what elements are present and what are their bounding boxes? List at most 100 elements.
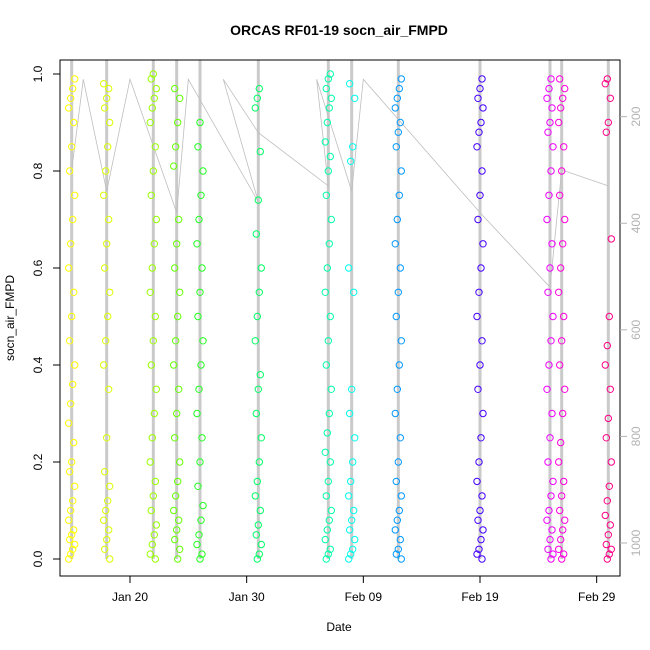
- y-tick-label: 0.8: [31, 162, 45, 179]
- data-point: [67, 94, 75, 103]
- data-point: [607, 545, 615, 553]
- data-point: [601, 511, 609, 520]
- data-point: [479, 240, 487, 248]
- series-rf03: [146, 70, 161, 563]
- data-point: [196, 458, 204, 466]
- data-point: [323, 118, 331, 127]
- data-point: [324, 550, 332, 558]
- data-point: [103, 240, 111, 248]
- data-point: [605, 312, 613, 321]
- data-point: [175, 215, 183, 224]
- data-point: [393, 94, 401, 103]
- series-rf04: [170, 84, 184, 563]
- data-point: [150, 240, 159, 248]
- data-point: [68, 312, 76, 321]
- data-point: [65, 264, 73, 272]
- data-point: [172, 492, 180, 500]
- data-point: [350, 506, 358, 515]
- y-tick-label: 0.6: [31, 259, 45, 276]
- data-point: [255, 84, 263, 93]
- data-point: [146, 288, 155, 296]
- data-point: [392, 477, 400, 486]
- data-point: [253, 555, 261, 563]
- data-point: [322, 492, 330, 500]
- data-point: [106, 288, 114, 296]
- data-point: [392, 312, 400, 321]
- data-point: [395, 191, 403, 200]
- data-point: [473, 312, 481, 321]
- data-point: [257, 434, 265, 442]
- data-point: [103, 434, 111, 442]
- data-point: [176, 94, 184, 103]
- chart-title: ORCAS RF01-19 socn_air_FMPD: [230, 22, 448, 38]
- data-point: [561, 215, 569, 224]
- data-point: [151, 312, 160, 321]
- data-point: [561, 84, 569, 93]
- data-point: [601, 80, 609, 88]
- data-point: [547, 555, 555, 563]
- data-point: [323, 526, 331, 534]
- data-point: [101, 468, 109, 476]
- series-rf12: [555, 75, 569, 563]
- data-point: [70, 438, 78, 447]
- data-point: [67, 506, 75, 515]
- data-point: [194, 482, 202, 490]
- data-point: [146, 458, 155, 466]
- data-point: [479, 526, 487, 534]
- data-point: [170, 506, 178, 515]
- data-point: [324, 337, 332, 345]
- series-rf11: [543, 75, 557, 563]
- data-point: [69, 497, 77, 505]
- data-point: [543, 215, 551, 224]
- data-point: [104, 497, 112, 505]
- data-point: [251, 492, 260, 500]
- data-point: [351, 94, 359, 103]
- data-point: [543, 94, 551, 103]
- data-point: [397, 492, 405, 500]
- data-point: [196, 555, 204, 563]
- data-point: [607, 458, 615, 466]
- data-point: [150, 94, 159, 103]
- data-point: [70, 526, 78, 534]
- data-point: [176, 458, 184, 466]
- data-point: [149, 337, 158, 345]
- right-tick-label: 400: [629, 213, 643, 233]
- data-point: [326, 545, 334, 553]
- x-tick-label: Feb 19: [461, 590, 499, 604]
- data-point: [69, 84, 77, 93]
- data-point: [555, 288, 563, 296]
- data-point: [391, 240, 399, 248]
- data-point: [324, 167, 332, 175]
- data-point: [198, 550, 206, 558]
- data-point: [252, 409, 260, 418]
- data-point: [393, 385, 401, 393]
- data-point: [561, 385, 569, 393]
- data-point: [255, 458, 263, 466]
- data-point: [71, 540, 79, 549]
- series-rf02: [100, 80, 114, 563]
- data-point: [194, 312, 202, 321]
- data-point: [254, 385, 262, 393]
- data-point: [346, 409, 354, 418]
- data-point: [102, 337, 110, 345]
- data-point: [324, 75, 332, 83]
- series-rf13: [601, 75, 615, 563]
- y-tick-label: 1.0: [31, 65, 45, 82]
- data-point: [321, 288, 329, 296]
- data-point: [474, 215, 482, 224]
- data-point: [396, 434, 404, 442]
- data-point: [256, 506, 264, 515]
- data-point: [67, 240, 75, 248]
- data-point: [173, 526, 181, 534]
- y-tick-label: 0.4: [31, 356, 45, 373]
- data-point: [351, 535, 359, 544]
- data-point: [256, 147, 264, 156]
- data-point: [392, 143, 400, 151]
- data-point: [254, 196, 262, 204]
- data-point: [148, 540, 157, 549]
- data-point: [71, 75, 79, 83]
- data-point: [176, 288, 184, 296]
- data-point: [100, 191, 108, 200]
- data-point: [396, 264, 404, 272]
- data-point: [547, 75, 555, 83]
